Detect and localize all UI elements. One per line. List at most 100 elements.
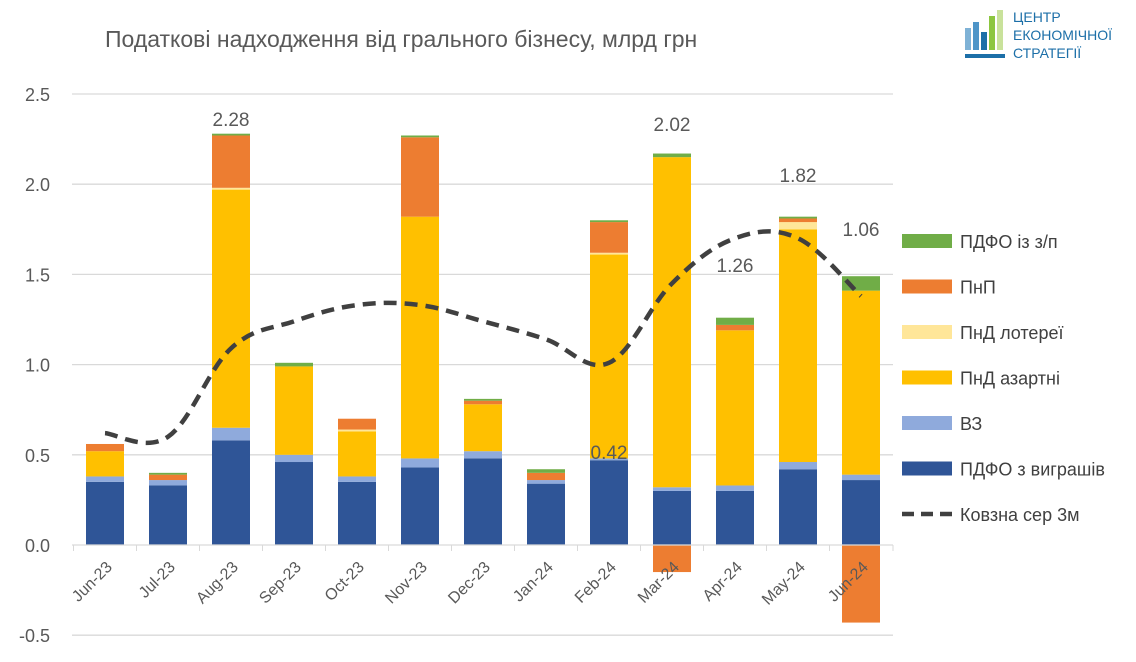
bar-segment xyxy=(716,490,754,545)
data-label: 0.42 xyxy=(591,443,628,464)
bar-segment xyxy=(590,252,628,255)
bar-segment xyxy=(212,187,250,190)
bar-segment xyxy=(653,487,691,491)
bar-segment xyxy=(842,290,880,475)
data-label: 2.02 xyxy=(654,115,691,136)
bar-segment xyxy=(653,153,691,158)
bar-segment xyxy=(86,451,124,477)
x-tick-label: Dec-23 xyxy=(445,559,494,608)
moving-average-line xyxy=(104,229,863,446)
legend-swatch xyxy=(902,325,952,339)
legend-item: Ковзна сер 3м xyxy=(902,505,1079,525)
bar-segment xyxy=(779,469,817,545)
bar-segment xyxy=(464,400,502,405)
chart-title: Податкові надходження від грального бізн… xyxy=(105,26,697,52)
legend-label: ПнП xyxy=(960,278,996,298)
legend-item: ПДФО з виграшів xyxy=(902,460,1105,480)
bar-segment xyxy=(842,474,880,481)
data-label: 2.28 xyxy=(213,110,250,131)
x-tick-label: Jan-24 xyxy=(510,559,557,606)
bar-segment xyxy=(464,458,502,545)
bar-segment xyxy=(275,362,313,367)
x-tick-label: Sep-23 xyxy=(256,559,305,608)
legend-label: Ковзна сер 3м xyxy=(960,505,1079,525)
legend-label: ПнД лотереї xyxy=(960,323,1063,343)
data-label: 1.82 xyxy=(780,166,817,187)
legend-item: ПнП xyxy=(902,278,996,298)
bar-segment xyxy=(842,480,880,545)
bar-segment xyxy=(401,135,439,138)
bar-segment xyxy=(401,458,439,468)
bar-segment xyxy=(275,454,313,463)
bar-segment xyxy=(86,443,124,452)
bar-segment xyxy=(653,545,691,573)
bar-segment xyxy=(590,220,628,223)
bar-segment xyxy=(212,427,250,441)
y-tick-label: 0.0 xyxy=(25,536,50,556)
logo-text-2: ЕКОНОМІЧНОЇ xyxy=(1013,27,1112,43)
bar-segment xyxy=(590,222,628,253)
bar-segment xyxy=(338,481,376,545)
bar-segment xyxy=(590,460,628,545)
data-label: 1.06 xyxy=(843,220,880,241)
bar-segment xyxy=(149,480,187,486)
bar-segment xyxy=(716,485,754,491)
bar-segment xyxy=(716,317,754,325)
legend-item: ПДФО із з/п xyxy=(902,232,1058,252)
legend-swatch xyxy=(902,279,952,294)
bar-segment xyxy=(275,462,313,545)
x-tick-label: Apr-24 xyxy=(700,559,746,605)
legend-item: ПнД азартні xyxy=(902,369,1060,389)
bar-segment xyxy=(338,429,376,432)
gridlines xyxy=(72,93,893,636)
logo: ЦЕНТР ЕКОНОМІЧНОЇ СТРАТЕГІЇ xyxy=(965,9,1112,61)
bar-segment xyxy=(590,254,628,459)
logo-text-1: ЦЕНТР xyxy=(1013,9,1061,25)
x-tick-label: Jul-23 xyxy=(136,559,179,602)
bar-segment xyxy=(212,135,250,188)
x-tick-label: May-24 xyxy=(759,559,809,609)
bar-segment xyxy=(86,481,124,545)
bar-segment xyxy=(401,467,439,545)
x-tick-label: Feb-24 xyxy=(572,559,620,607)
moving-average-path xyxy=(104,229,863,446)
bar-segment xyxy=(149,474,187,481)
x-tick-label: Jun-23 xyxy=(69,559,116,606)
data-label: 1.26 xyxy=(717,256,754,277)
bar-segment xyxy=(212,133,250,136)
bars xyxy=(86,133,880,623)
bar-segment xyxy=(401,137,439,217)
x-axis: Jun-23 Jul-23 Aug-23 Sep-23 Oct-23 Nov-23 Dec-… xyxy=(69,544,894,609)
x-tick-label: Oct-23 xyxy=(322,559,368,605)
y-tick-label: 1.5 xyxy=(25,265,50,285)
legend-item: ПнД лотереї xyxy=(902,323,1063,343)
bar-segment xyxy=(527,480,565,484)
bar-segment xyxy=(149,472,187,475)
bar-segment xyxy=(779,229,817,463)
legend-label: ПДФО з виграшів xyxy=(960,460,1105,480)
legend-label: ПнД азартні xyxy=(960,369,1060,389)
logo-text-3: СТРАТЕГІЇ xyxy=(1013,45,1081,61)
bar-segment xyxy=(338,431,376,477)
y-tick-label: 1.0 xyxy=(25,356,50,376)
x-tick-label: Aug-23 xyxy=(193,559,242,608)
bar-segment xyxy=(212,189,250,428)
data-labels: 2.28 0.42 2.02 1.26 1.82 1.06 xyxy=(213,110,880,464)
bar-segment xyxy=(779,218,817,223)
y-tick-label: -0.5 xyxy=(19,626,50,646)
y-axis: 2.5 2.0 1.5 1.0 0.5 0.0 -0.5 xyxy=(19,85,50,646)
y-tick-label: 0.5 xyxy=(25,446,50,466)
bar-segment xyxy=(275,366,313,455)
bar-segment xyxy=(149,485,187,545)
bar-segment xyxy=(527,469,565,473)
bar-segment xyxy=(653,157,691,488)
x-tick-label: Nov-23 xyxy=(382,559,431,608)
bar-segment xyxy=(464,404,502,452)
bar-segment xyxy=(716,330,754,486)
legend-swatch xyxy=(902,370,952,385)
bar-segment xyxy=(590,458,628,461)
legend: ПДФО із з/п ПнП ПнД лотереї ПнД азартні ВЗ ПД… xyxy=(902,232,1105,525)
legend-label: ВЗ xyxy=(960,414,982,434)
bar-segment xyxy=(338,418,376,430)
legend-swatch xyxy=(902,234,952,248)
